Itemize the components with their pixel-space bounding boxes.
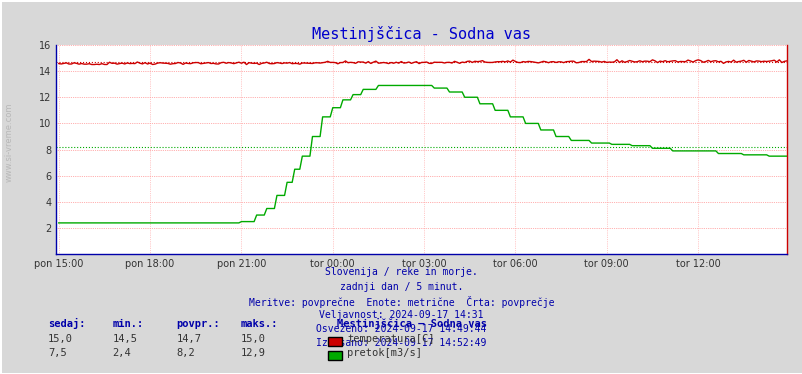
Title: Mestinjščica - Sodna vas: Mestinjščica - Sodna vas bbox=[312, 26, 530, 42]
Text: 14,5: 14,5 bbox=[112, 334, 137, 344]
Text: 15,0: 15,0 bbox=[241, 334, 265, 344]
Text: Izrisano: 2024-09-17 14:52:49: Izrisano: 2024-09-17 14:52:49 bbox=[316, 338, 486, 349]
Text: Slovenija / reke in morje.: Slovenija / reke in morje. bbox=[325, 267, 477, 278]
Text: min.:: min.: bbox=[112, 319, 144, 329]
Text: 14,7: 14,7 bbox=[176, 334, 201, 344]
Text: Veljavnost: 2024-09-17 14:31: Veljavnost: 2024-09-17 14:31 bbox=[319, 310, 483, 320]
Text: 15,0: 15,0 bbox=[48, 334, 73, 344]
Text: Mestinjščica – Sodna vas: Mestinjščica – Sodna vas bbox=[337, 318, 487, 329]
Text: 12,9: 12,9 bbox=[241, 349, 265, 358]
Text: www.si-vreme.com: www.si-vreme.com bbox=[5, 102, 14, 182]
Text: pretok[m3/s]: pretok[m3/s] bbox=[346, 349, 421, 358]
Text: 7,5: 7,5 bbox=[48, 349, 67, 358]
Text: sedaj:: sedaj: bbox=[48, 318, 86, 329]
Text: Osveženo: 2024-09-17 14:49:44: Osveženo: 2024-09-17 14:49:44 bbox=[316, 324, 486, 334]
Text: maks.:: maks.: bbox=[241, 319, 278, 329]
Text: zadnji dan / 5 minut.: zadnji dan / 5 minut. bbox=[339, 282, 463, 292]
Text: Meritve: povprečne  Enote: metrične  Črta: povprečje: Meritve: povprečne Enote: metrične Črta:… bbox=[249, 296, 553, 308]
Text: povpr.:: povpr.: bbox=[176, 319, 220, 329]
Text: 2,4: 2,4 bbox=[112, 349, 131, 358]
Text: temperatura[C]: temperatura[C] bbox=[346, 334, 434, 344]
Text: 8,2: 8,2 bbox=[176, 349, 195, 358]
